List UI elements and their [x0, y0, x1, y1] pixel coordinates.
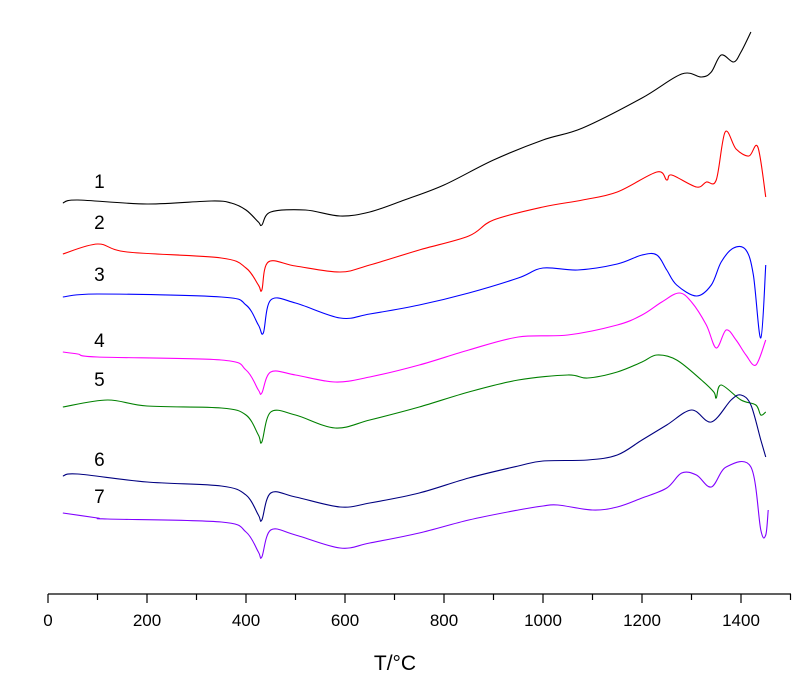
series-line-3	[62, 246, 767, 339]
x-tick-label-1200: 1200	[623, 611, 661, 630]
x-axis-ticks: 0 200 400 600 800 1000 1200 1400	[43, 594, 792, 630]
curve-labels-group: 1 2 3 4 5 6 7	[94, 172, 105, 508]
series-line-1	[62, 31, 752, 227]
x-axis-label: T/°C	[374, 652, 416, 675]
x-tick-label-1400: 1400	[722, 611, 760, 630]
series-label-5: 5	[94, 370, 105, 391]
series-label-3: 3	[94, 265, 105, 286]
series-line-5	[62, 354, 767, 444]
series-label-1: 1	[94, 172, 105, 193]
series-line-2	[62, 130, 767, 292]
x-tick-label-400: 400	[232, 611, 260, 630]
series-label-2: 2	[94, 213, 105, 234]
x-tick-label-800: 800	[430, 611, 458, 630]
series-label-6: 6	[94, 450, 105, 471]
series-line-6	[62, 394, 767, 522]
x-tick-label-200: 200	[133, 611, 161, 630]
series-line-4	[62, 292, 767, 395]
x-tick-label-600: 600	[331, 611, 359, 630]
series-line-7	[62, 460, 769, 559]
x-tick-label-1000: 1000	[524, 611, 562, 630]
series-label-4: 4	[94, 331, 105, 352]
x-tick-label-0: 0	[43, 611, 52, 630]
curves-group	[62, 31, 769, 559]
series-label-7: 7	[94, 487, 105, 508]
